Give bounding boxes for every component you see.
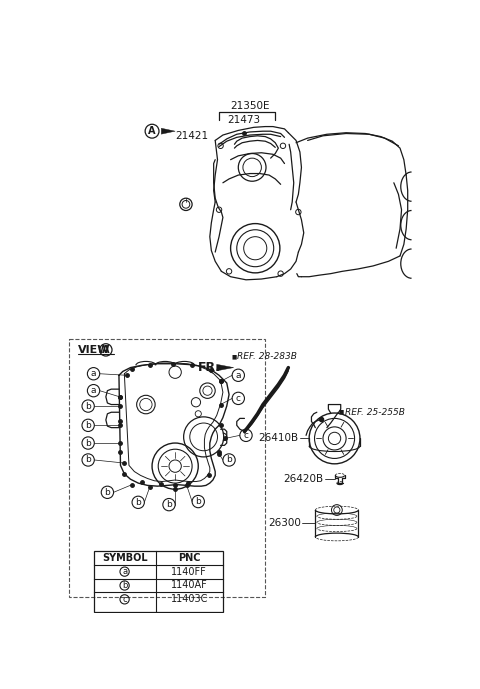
Text: A: A — [102, 345, 109, 355]
Text: A: A — [148, 126, 156, 136]
Polygon shape — [161, 128, 175, 134]
Text: VIEW: VIEW — [78, 345, 110, 355]
Text: a: a — [122, 567, 127, 576]
Text: b: b — [85, 455, 91, 464]
Text: 1140FF: 1140FF — [171, 566, 207, 577]
Text: 26410B: 26410B — [258, 433, 299, 444]
Text: b: b — [166, 500, 172, 509]
Polygon shape — [217, 364, 234, 371]
Text: b: b — [135, 498, 141, 507]
Text: b: b — [105, 488, 110, 497]
Text: b: b — [226, 455, 232, 464]
Text: 11403C: 11403C — [170, 595, 208, 604]
Text: 26420B: 26420B — [283, 474, 323, 484]
Text: 21421: 21421 — [175, 131, 208, 141]
Text: REF. 25-255B: REF. 25-255B — [345, 408, 405, 417]
Text: a: a — [236, 371, 241, 380]
Text: FR.: FR. — [198, 361, 221, 374]
Text: a: a — [91, 386, 96, 395]
Text: ■: ■ — [231, 354, 236, 359]
Text: b: b — [85, 421, 91, 430]
Bar — [94, 551, 223, 613]
Text: PNC: PNC — [178, 553, 201, 563]
Text: REF. 28-283B: REF. 28-283B — [237, 352, 297, 361]
Text: b: b — [122, 581, 127, 590]
Text: c: c — [243, 431, 249, 440]
Text: 26300: 26300 — [268, 518, 300, 528]
Text: 21473: 21473 — [227, 114, 260, 125]
Text: 21350E: 21350E — [230, 101, 270, 111]
Bar — [69, 339, 265, 597]
Text: 1140AF: 1140AF — [171, 581, 208, 590]
Text: c: c — [122, 595, 127, 604]
Text: ■: ■ — [339, 410, 344, 415]
Text: c: c — [236, 394, 241, 403]
Text: a: a — [91, 369, 96, 378]
Text: SYMBOL: SYMBOL — [102, 553, 147, 563]
Text: b: b — [195, 497, 201, 506]
Text: b: b — [85, 438, 91, 448]
Text: b: b — [85, 402, 91, 411]
